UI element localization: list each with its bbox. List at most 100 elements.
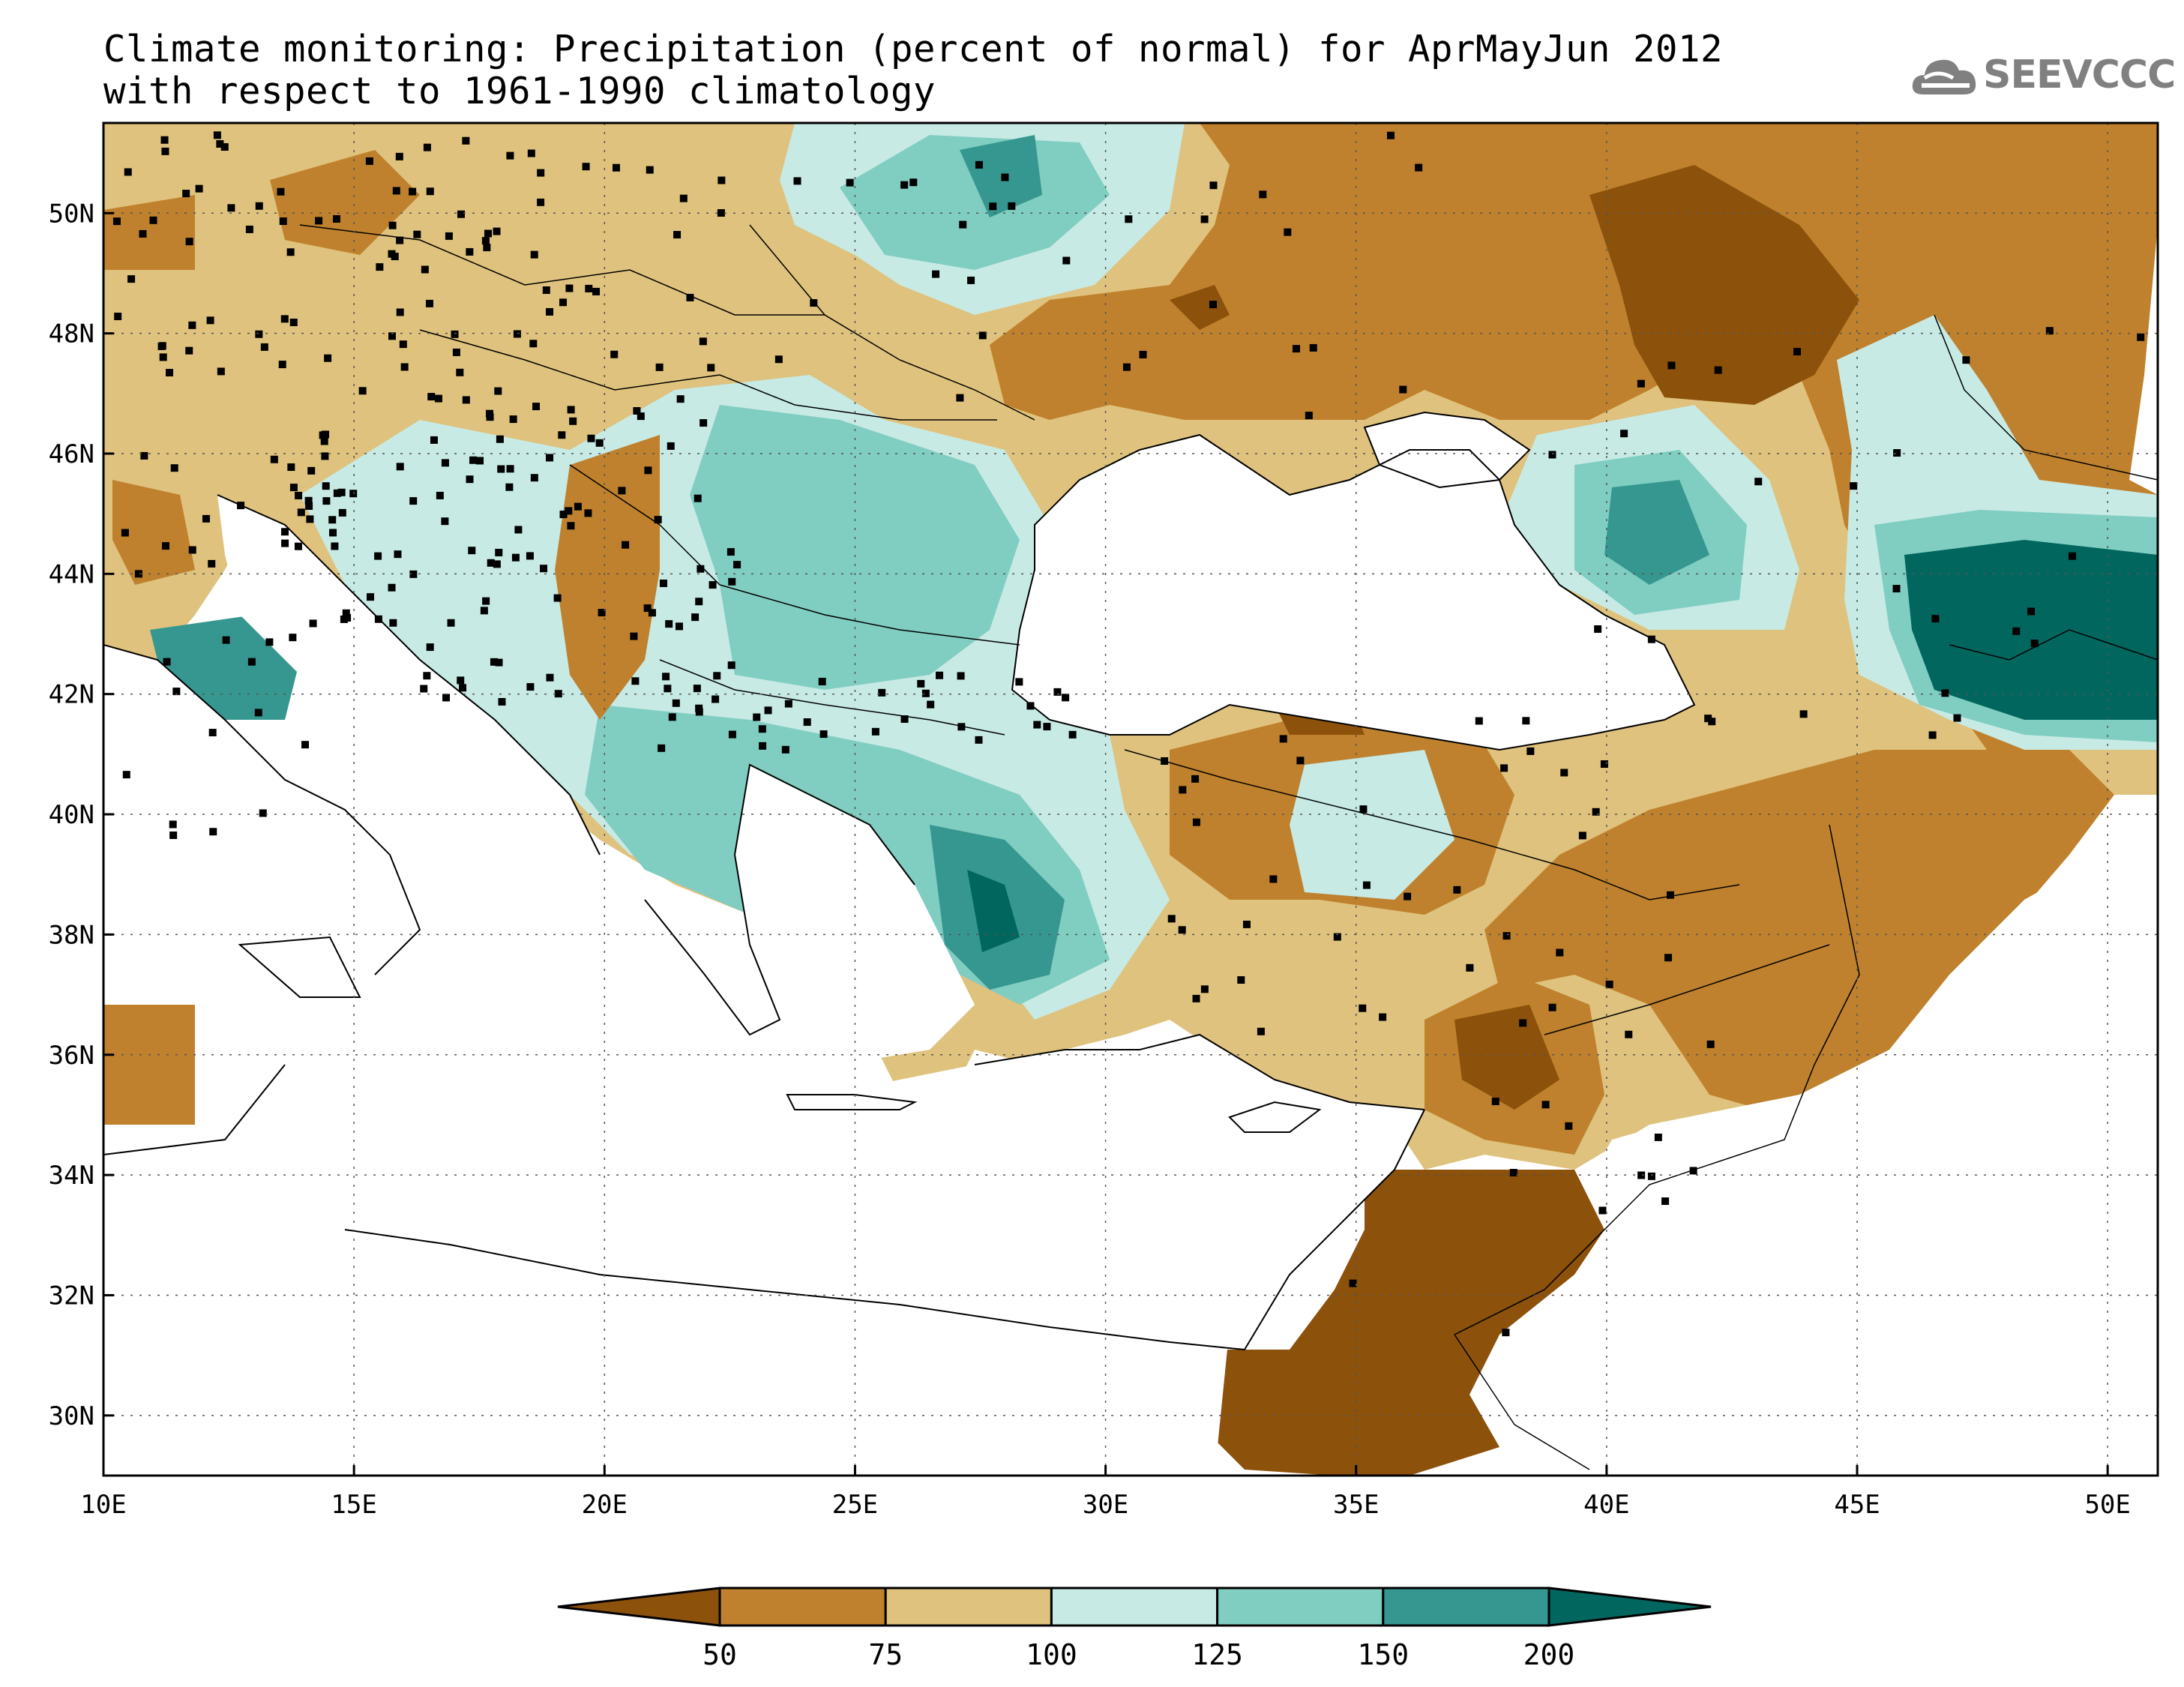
station-marker: [1015, 678, 1023, 686]
station-marker: [161, 542, 169, 550]
station-marker: [112, 217, 121, 226]
station-marker: [1475, 717, 1483, 725]
station-marker: [182, 190, 190, 198]
station-marker: [1125, 215, 1133, 223]
x-tick-label: 45E: [1834, 1490, 1880, 1520]
station-marker: [469, 456, 478, 464]
station-marker: [1200, 985, 1209, 993]
station-marker: [494, 387, 502, 395]
station-marker: [493, 227, 501, 235]
colorbar-box: [884, 1587, 1053, 1627]
station-marker: [959, 220, 967, 229]
station-marker: [216, 139, 224, 148]
station-marker: [287, 463, 295, 472]
station-marker: [1269, 875, 1278, 883]
station-marker: [1062, 694, 1070, 702]
station-marker: [1309, 343, 1317, 352]
station-marker: [530, 474, 538, 482]
station-marker: [509, 415, 517, 424]
station-marker: [1349, 1279, 1357, 1287]
station-marker: [1654, 1133, 1662, 1141]
station-marker: [1043, 723, 1051, 731]
station-marker: [1941, 689, 1949, 697]
station-marker: [1502, 1329, 1510, 1337]
station-marker: [2030, 640, 2039, 648]
station-marker: [289, 319, 298, 327]
station-marker: [989, 202, 997, 211]
station-marker: [294, 542, 302, 550]
station-marker: [1167, 915, 1176, 923]
adriatic-coast: [217, 494, 601, 855]
station-marker: [139, 229, 147, 238]
field-75-germany: [103, 195, 195, 270]
station-marker: [480, 607, 488, 615]
station-marker: [569, 417, 577, 425]
station-marker: [301, 741, 310, 749]
cloud-icon: [1912, 59, 1976, 94]
station-marker: [526, 552, 534, 560]
station-marker: [280, 315, 289, 323]
field-150-ukraine: [840, 135, 1110, 270]
station-marker: [1033, 721, 1041, 729]
station-marker: [468, 547, 476, 555]
station-marker: [673, 231, 682, 239]
station-marker: [306, 515, 314, 523]
station-marker: [1491, 1097, 1499, 1105]
station-marker: [582, 163, 590, 171]
station-marker: [172, 688, 181, 696]
station-marker: [343, 614, 352, 622]
station-marker: [333, 489, 341, 497]
x-tick-label: 15E: [331, 1490, 376, 1520]
station-marker: [505, 483, 514, 491]
station-marker: [286, 248, 295, 256]
station-marker: [529, 340, 538, 348]
station-marker: [648, 609, 656, 617]
station-marker: [2068, 552, 2076, 560]
station-marker: [1062, 256, 1071, 265]
station-marker: [220, 143, 229, 151]
station-marker: [170, 464, 178, 472]
station-marker: [1620, 430, 1628, 438]
field-75-north: [990, 123, 2158, 750]
x-tick-label: 20E: [582, 1490, 628, 1520]
station-marker: [400, 363, 409, 371]
station-marker: [1526, 747, 1535, 755]
station-marker: [733, 561, 741, 569]
station-marker: [1704, 715, 1712, 723]
station-marker: [1333, 933, 1341, 941]
station-marker: [425, 299, 433, 307]
station-marker: [1931, 615, 1940, 623]
station-marker: [396, 236, 404, 244]
greece-coast: [644, 763, 915, 1036]
station-marker: [462, 136, 470, 145]
station-marker: [436, 491, 444, 499]
station-marker: [1509, 1168, 1517, 1176]
station-marker: [459, 684, 467, 692]
station-marker: [655, 363, 664, 371]
station-marker: [637, 412, 645, 421]
station-marker: [1592, 808, 1600, 816]
station-marker: [810, 299, 818, 307]
station-marker: [1892, 585, 1901, 593]
station-marker: [610, 350, 619, 358]
colorbar-label: 50: [703, 1638, 737, 1671]
station-marker: [399, 340, 407, 349]
station-marker: [803, 718, 811, 727]
station-marker: [631, 677, 640, 685]
station-marker: [957, 672, 965, 680]
station-marker: [127, 275, 136, 283]
station-marker: [1453, 885, 1461, 894]
station-marker: [457, 210, 465, 218]
station-marker: [259, 809, 267, 817]
station-marker: [793, 177, 801, 185]
y-tick-label: 32N: [49, 1281, 94, 1311]
station-marker: [574, 502, 582, 511]
station-marker: [295, 491, 303, 499]
station-marker: [630, 632, 638, 640]
station-marker: [188, 321, 196, 329]
arabia-fill: [1499, 825, 2158, 1476]
station-marker: [277, 187, 285, 196]
station-marker: [394, 550, 402, 559]
station-marker: [279, 217, 287, 226]
station-marker: [695, 708, 703, 716]
